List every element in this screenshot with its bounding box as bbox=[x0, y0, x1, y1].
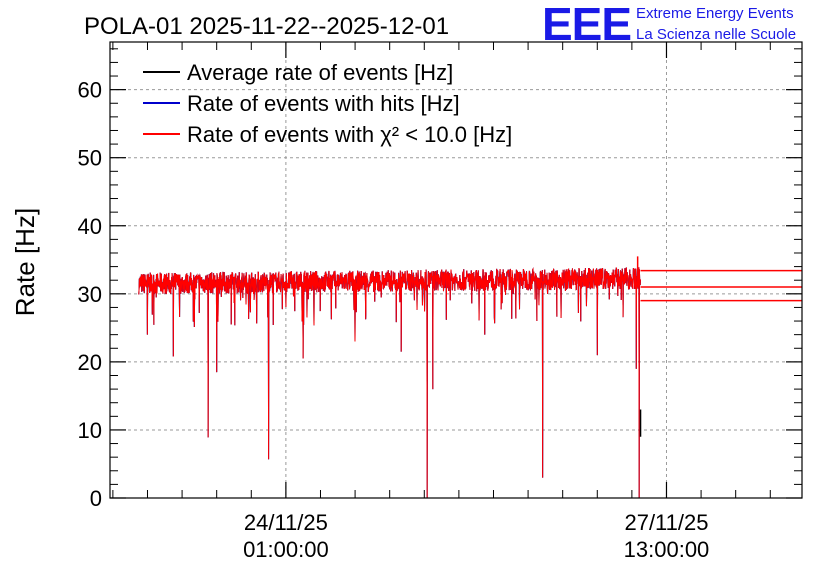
series-hits bbox=[138, 267, 641, 499]
logo: EEE Extreme Energy Events La Scienza nel… bbox=[542, 0, 796, 50]
y-axis-label: Rate [Hz] bbox=[10, 208, 40, 316]
y-tick-label: 20 bbox=[78, 350, 102, 375]
y-tick-label: 0 bbox=[90, 486, 102, 511]
series-chi2 bbox=[138, 267, 641, 499]
legend-label-average: Average rate of events [Hz] bbox=[187, 60, 453, 85]
x-tick-label-date: 24/11/25 bbox=[244, 510, 328, 535]
legend-label-chi2: Rate of events with χ² < 10.0 [Hz] bbox=[187, 122, 512, 147]
x-tick-label-date: 27/11/25 bbox=[624, 510, 708, 535]
legend-label-hits: Rate of events with hits [Hz] bbox=[187, 91, 460, 116]
grid bbox=[110, 42, 802, 498]
series-plot bbox=[138, 256, 802, 499]
logo-line2: La Scienza nelle Scuole bbox=[636, 26, 796, 43]
y-tick-label: 30 bbox=[78, 282, 102, 307]
x-tick-label-time: 13:00:00 bbox=[624, 537, 710, 562]
series-average bbox=[138, 267, 641, 499]
y-tick-label: 10 bbox=[78, 418, 102, 443]
y-tick-label: 60 bbox=[78, 78, 102, 103]
legend: Average rate of events [Hz] Rate of even… bbox=[143, 60, 512, 147]
plot-frame bbox=[109, 41, 803, 499]
chart-title: POLA-01 2025-11-22--2025-12-01 bbox=[84, 13, 449, 40]
logo-mark: EEE bbox=[542, 0, 631, 50]
logo-line1: Extreme Energy Events bbox=[636, 5, 794, 22]
x-tick-label-time: 01:00:00 bbox=[243, 537, 329, 562]
y-tick-label: 50 bbox=[78, 146, 102, 171]
y-tick-label: 40 bbox=[78, 214, 102, 239]
